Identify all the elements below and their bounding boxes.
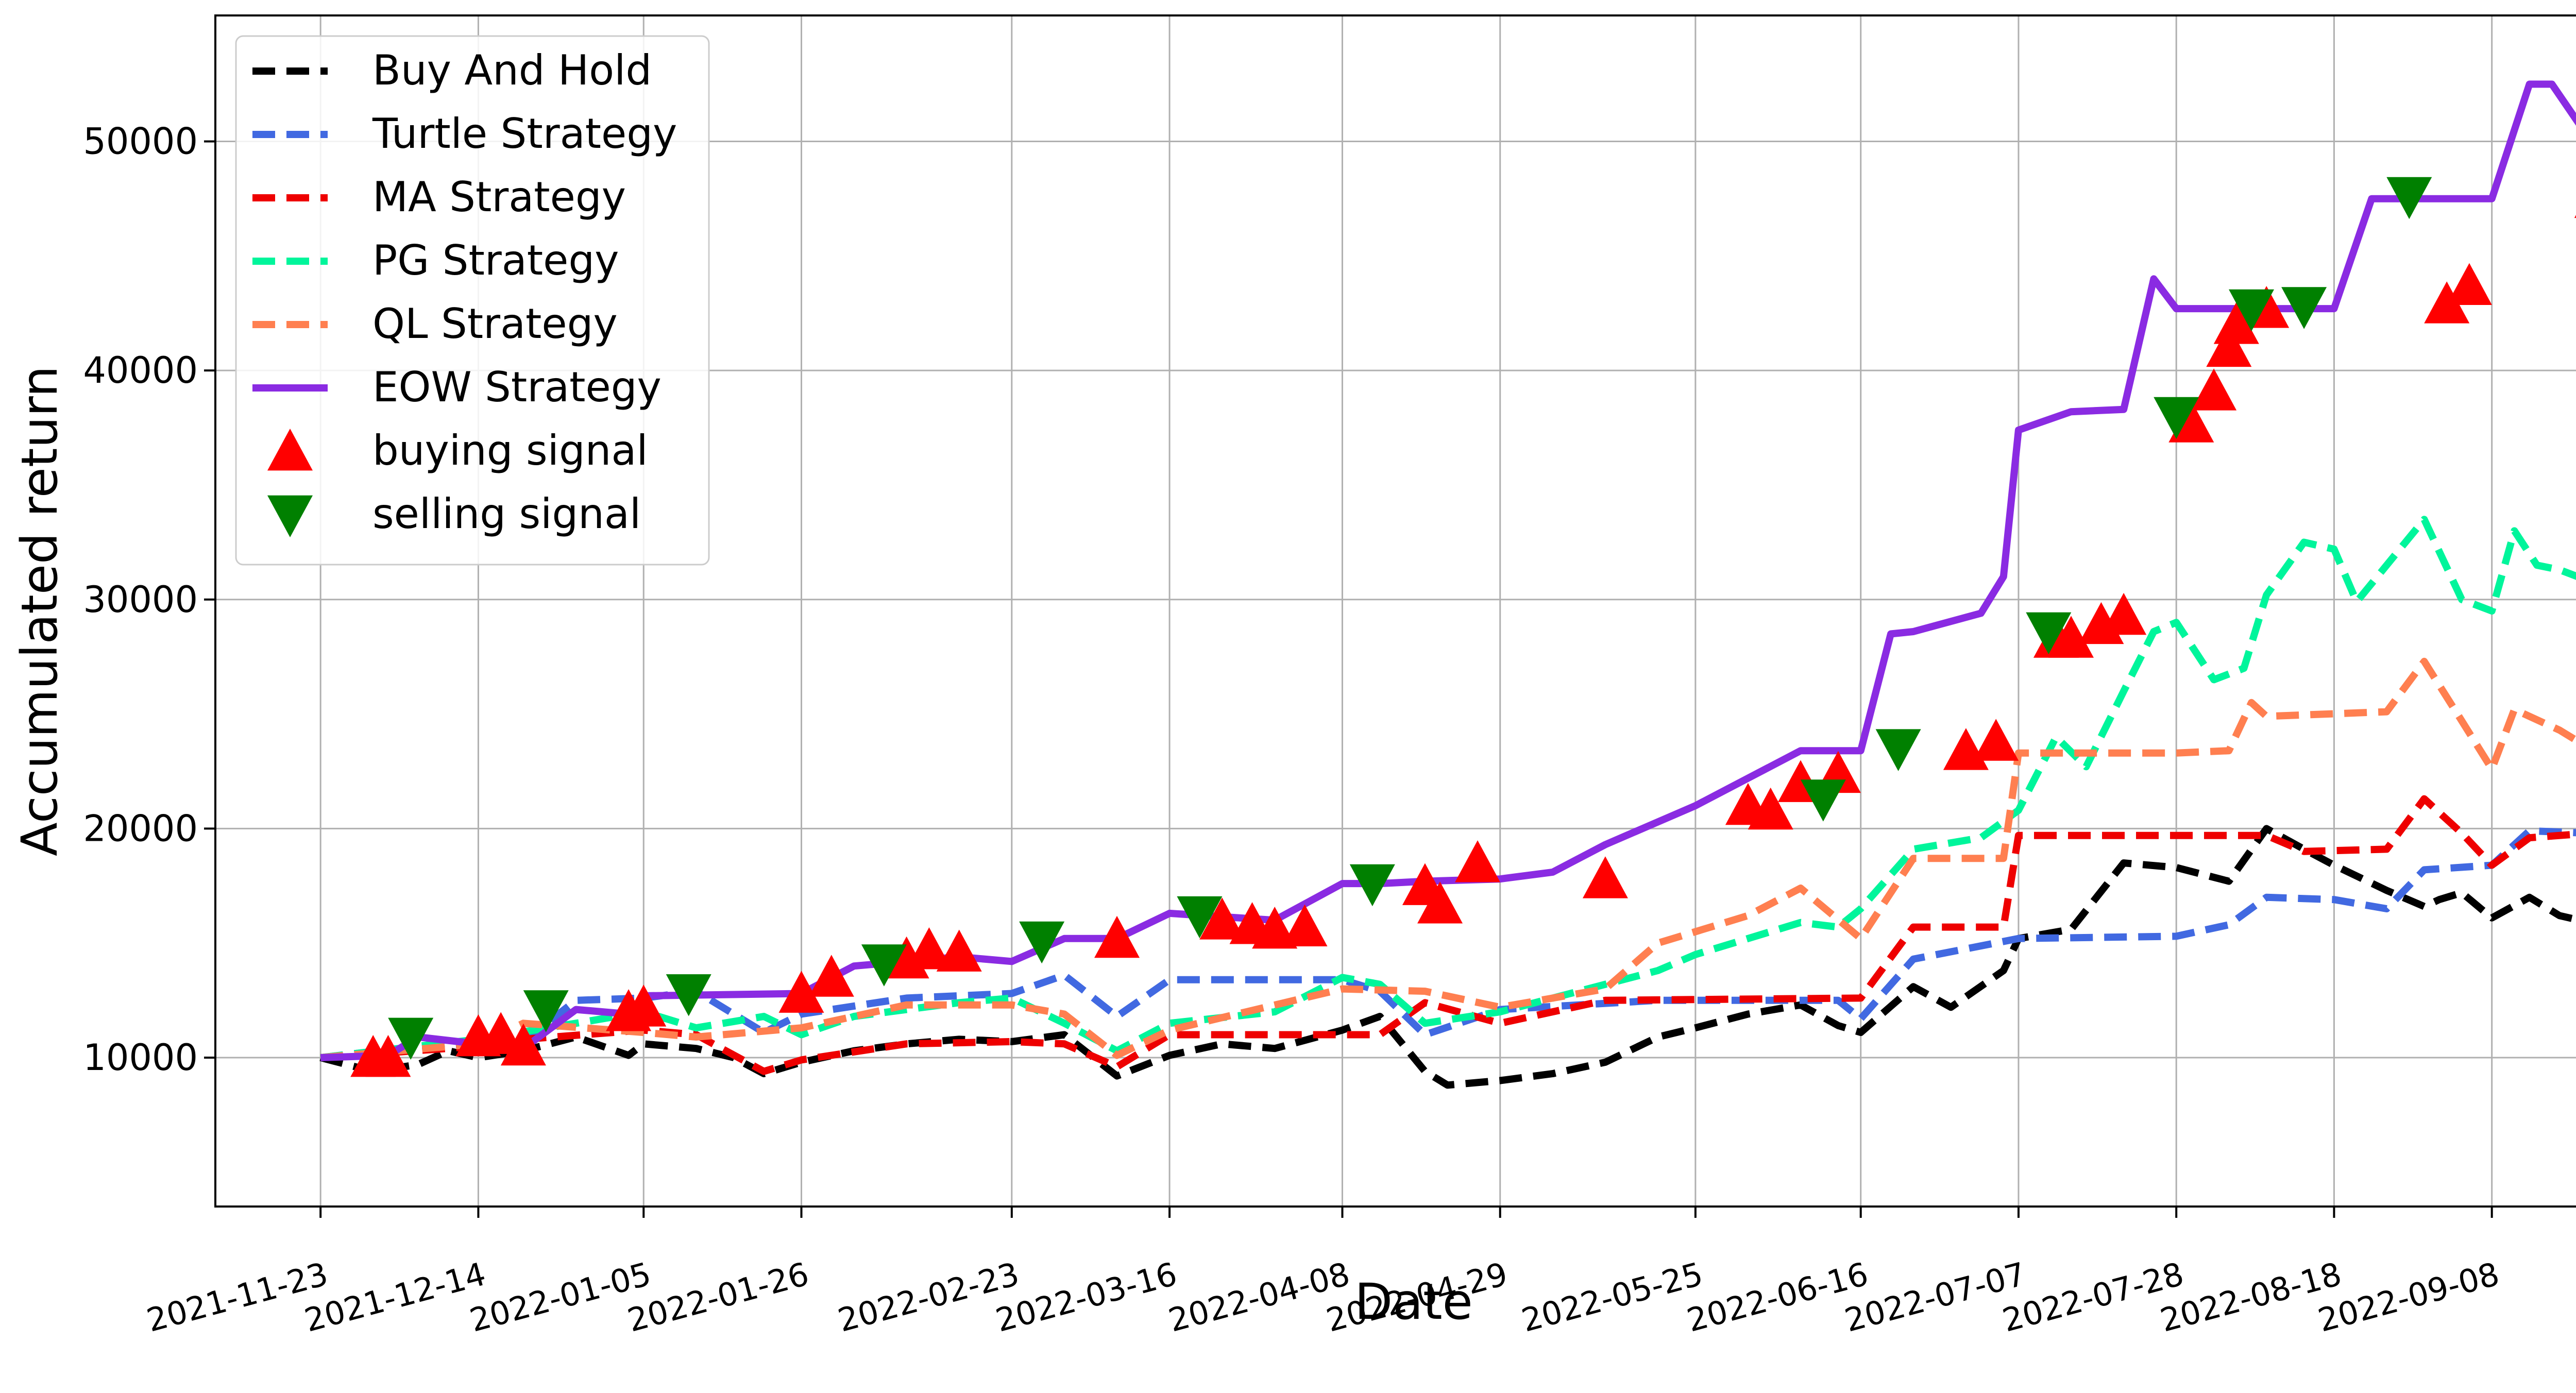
buying-signal-marker	[2446, 263, 2492, 305]
buying-signal-marker	[778, 971, 824, 1013]
signal-markers	[350, 177, 2576, 1077]
legend-marker	[267, 429, 313, 471]
selling-signal-marker	[1349, 864, 1395, 907]
legend-label: Turtle Strategy	[372, 110, 677, 158]
selling-signal-marker	[388, 1017, 434, 1060]
selling-signal-marker	[2281, 287, 2327, 329]
series-line-ql-strategy	[320, 657, 2576, 1061]
selling-signal-marker	[1800, 779, 1846, 822]
selling-signal-marker	[666, 974, 711, 1016]
y-tick-label: 20000	[83, 807, 198, 850]
y-axis-label: Accumulated return	[11, 366, 69, 856]
buying-signal-marker	[2424, 281, 2470, 324]
buying-signal-marker	[478, 1012, 524, 1054]
selling-signal-marker	[1875, 729, 1921, 771]
buying-signal-marker	[1582, 856, 1628, 898]
selling-signal-marker	[1019, 921, 1065, 964]
legend-label: EOW Strategy	[372, 363, 662, 411]
buying-signal-marker	[621, 984, 667, 1027]
legend-label: buying signal	[372, 427, 648, 474]
series-line-buy-and-hold	[319, 825, 2576, 1089]
buying-signal-marker	[1282, 904, 1328, 946]
legend-label: PG Strategy	[372, 236, 619, 284]
selling-signal-marker	[1177, 896, 1223, 939]
buying-signal-marker	[936, 929, 982, 972]
series-line-pg-strategy	[320, 516, 2576, 1061]
selling-signal-marker	[2386, 177, 2432, 219]
buying-signal-marker	[1199, 897, 1245, 940]
legend-marker	[267, 495, 313, 537]
buying-signal-marker	[1973, 719, 2019, 761]
buying-signal-marker	[2101, 592, 2147, 635]
buying-signal-marker	[365, 1035, 411, 1077]
x-axis-label: Date	[1354, 1273, 1472, 1331]
legend-label: MA Strategy	[372, 173, 626, 221]
selling-signal-marker	[2229, 289, 2274, 332]
buying-signal-marker	[500, 1023, 546, 1066]
buying-signal-marker	[1252, 907, 1298, 949]
buying-signal-marker	[1748, 787, 1793, 830]
buying-signal-marker	[1455, 840, 1500, 882]
y-tick-label: 10000	[83, 1037, 198, 1079]
legend-label: Buy And Hold	[372, 46, 652, 94]
y-tick-label: 40000	[83, 349, 198, 392]
legend-label: QL Strategy	[372, 300, 618, 348]
legend-box	[235, 35, 710, 566]
buying-signal-marker	[2048, 616, 2094, 658]
selling-signal-marker	[2154, 397, 2199, 439]
buying-signal-marker	[2213, 302, 2259, 344]
buying-signal-marker	[2191, 368, 2237, 411]
buying-signal-marker	[2206, 325, 2252, 367]
y-tick-label: 50000	[83, 121, 198, 163]
selling-signal-marker	[523, 990, 569, 1032]
buying-signal-marker	[1094, 915, 1140, 958]
y-tick-label: 30000	[83, 579, 198, 621]
selling-signal-marker	[861, 944, 907, 987]
buying-signal-marker	[1417, 881, 1463, 924]
legend: Buy And Hold Turtle Strategy MA Strategy PG…	[235, 35, 710, 566]
selling-signal-marker	[2026, 612, 2072, 654]
buying-signal-marker	[2574, 215, 2576, 218]
legend-label: selling signal	[372, 490, 641, 538]
plot-frame	[214, 14, 2576, 1208]
buying-signal-marker	[906, 927, 952, 970]
buying-signal-marker	[808, 955, 854, 997]
